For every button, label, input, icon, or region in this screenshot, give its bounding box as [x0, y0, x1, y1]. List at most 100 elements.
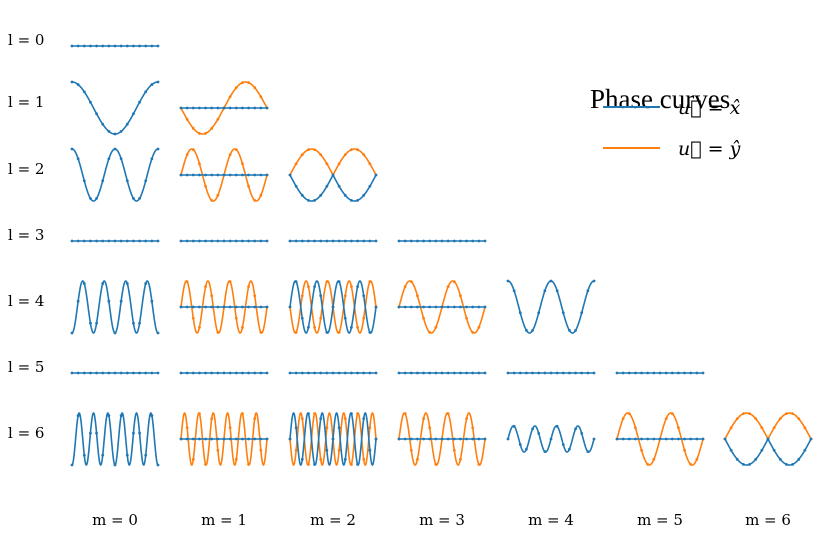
panel-l6-m0: [70, 411, 160, 467]
marker-x-l5-m2: [300, 371, 304, 375]
marker-x-l5-m1: [216, 371, 220, 375]
marker-x-l0-m0: [156, 44, 160, 48]
col-label-m4: m = 4: [528, 511, 574, 529]
marker-x-l3-m2: [374, 239, 378, 243]
marker-x-l0-m0: [76, 44, 80, 48]
marker-x-l4-m2: [362, 294, 366, 298]
marker-y-l6-m1: [247, 462, 250, 466]
marker-x-l5-m4: [531, 371, 534, 375]
marker-x-l0-m0: [125, 44, 129, 48]
marker-x-l5-m4: [574, 371, 577, 375]
marker-x-l6-m0: [150, 414, 154, 417]
marker-y-l6-m5: [664, 417, 668, 421]
marker-x-l3-m3: [428, 239, 432, 243]
panel-l6-m5: [615, 412, 705, 466]
marker-y-l6-m2: [368, 426, 372, 430]
marker-x-l0-m0: [144, 44, 148, 48]
marker-x-l6-m2: [319, 417, 323, 421]
marker-y-l4-m3: [416, 294, 419, 298]
marker-x-l6-m3: [434, 437, 438, 441]
marker-x-l5-m2: [337, 371, 341, 375]
marker-y-l6-m3: [459, 457, 462, 461]
marker-x-l2-m0: [138, 197, 141, 200]
marker-x-l5-m5: [695, 371, 699, 375]
marker-x-l4-m4: [592, 279, 596, 283]
marker-x-l1-m1: [234, 106, 238, 110]
marker-x-l0-m0: [101, 44, 105, 48]
marker-x-l3-m3: [465, 239, 468, 243]
marker-y-l6-m2: [362, 457, 366, 461]
marker-x-l3-m1: [241, 239, 244, 243]
marker-x-l5-m3: [422, 371, 425, 375]
marker-y-l6-m3: [428, 426, 432, 430]
marker-y-l6-m6: [760, 426, 764, 430]
marker-x-l5-m5: [652, 371, 656, 375]
marker-x-l3-m1: [216, 239, 220, 243]
marker-x-l5-m2: [362, 371, 366, 375]
marker-y-l2-m1: [191, 148, 195, 152]
marker-x-l1-m0: [156, 80, 160, 84]
marker-x-l2-m0: [119, 157, 123, 161]
marker-x-l2-m2: [350, 198, 353, 202]
marker-x-l0-m0: [82, 44, 86, 48]
marker-x-l5-m1: [234, 371, 238, 375]
marker-x-l5-m3: [416, 371, 419, 375]
marker-y-l4-m3: [459, 294, 462, 298]
marker-y-l2-m1: [185, 153, 189, 157]
panel-l3-m1: [179, 239, 269, 243]
marker-x-l6-m3: [397, 437, 401, 441]
marker-x-l4-m2: [343, 316, 347, 320]
marker-x-l5-m1: [204, 371, 207, 375]
marker-x-l4-m0: [144, 282, 148, 285]
marker-x-l3-m2: [319, 239, 323, 243]
marker-x-l3-m3: [397, 239, 401, 243]
marker-x-l2-m1: [198, 173, 201, 177]
marker-x-l0-m0: [119, 44, 123, 48]
marker-x-l4-m0: [82, 282, 86, 285]
marker-x-l6-m0: [95, 431, 98, 435]
marker-x-l5-m3: [397, 371, 401, 375]
marker-x-l6-m3: [471, 437, 475, 441]
marker-x-l4-m1: [216, 305, 220, 309]
marker-x-l4-m4: [568, 329, 571, 332]
marker-y-l4-m2: [362, 316, 366, 320]
marker-x-l5-m0: [89, 371, 92, 375]
marker-y-l6-m1: [216, 448, 220, 452]
marker-y-l6-m2: [325, 426, 329, 430]
marker-x-l6-m1: [259, 437, 263, 441]
marker-x-l6-m0: [113, 463, 117, 467]
marker-x-l2-m0: [70, 147, 74, 151]
marker-x-l1-m0: [150, 83, 154, 86]
marker-x-l4-m1: [222, 305, 226, 309]
marker-y-l6-m3: [416, 457, 419, 461]
marker-x-l6-m3: [422, 437, 425, 441]
marker-x-l5-m0: [125, 371, 129, 375]
marker-x-l3-m3: [422, 239, 425, 243]
marker-x-l3-m0: [70, 239, 74, 243]
marker-x-l3-m0: [107, 239, 111, 243]
marker-x-l3-m1: [198, 239, 201, 243]
marker-x-l5-m0: [95, 371, 98, 375]
marker-x-l2-m0: [82, 179, 86, 183]
marker-x-l0-m0: [113, 44, 117, 48]
marker-x-l4-m1: [265, 305, 269, 309]
marker-x-l6-m4: [518, 443, 522, 447]
marker-x-l3-m3: [471, 239, 475, 243]
marker-x-l4-m3: [446, 305, 450, 309]
marker-y-l4-m2: [356, 325, 359, 329]
marker-y-l4-m2: [325, 280, 329, 284]
marker-x-l3-m1: [253, 239, 257, 243]
marker-x-l6-m4: [574, 427, 577, 431]
marker-x-l5-m5: [615, 371, 619, 375]
marker-x-l6-m0: [107, 414, 111, 417]
marker-y-l1-m1: [259, 95, 263, 99]
marker-x-l5-m4: [568, 371, 571, 375]
marker-x-l2-m2: [307, 198, 310, 202]
marker-x-l1-m1: [179, 106, 183, 110]
panel-l4-m4: [506, 279, 596, 334]
curve-y-l6-m6: [724, 412, 812, 441]
marker-y-l6-m1: [204, 462, 207, 466]
col-label-m1: m = 1: [201, 511, 247, 529]
marker-x-l1-m1: [198, 106, 201, 110]
marker-x-l6-m2: [368, 448, 372, 452]
